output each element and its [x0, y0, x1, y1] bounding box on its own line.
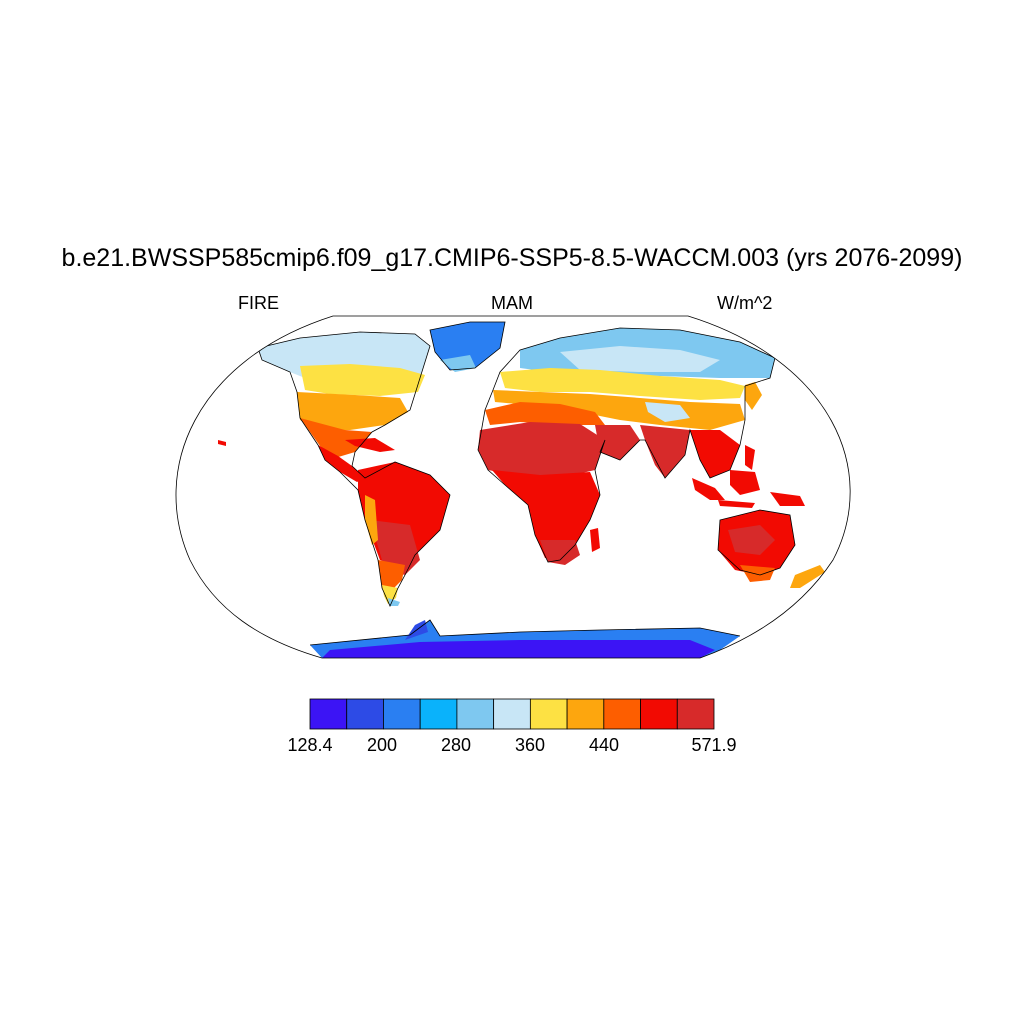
india: [640, 425, 690, 478]
colorbar: [309, 698, 715, 730]
japan: [745, 382, 762, 410]
new-guinea: [770, 492, 805, 506]
map-frame: [175, 315, 851, 659]
north-america-midlat: [297, 392, 408, 430]
map-title: b.e21.BWSSP585cmip6.f09_g17.CMIP6-SSP5-8…: [61, 244, 963, 272]
philippines: [745, 445, 755, 470]
south-america-south: [378, 560, 405, 590]
colorbar-label: 440: [588, 735, 620, 755]
siberia-light: [560, 346, 720, 372]
caribbean: [345, 438, 395, 452]
coastlines: [257, 321, 796, 646]
sub-saharan-africa: [492, 470, 600, 560]
colorbar-swatch: [346, 698, 384, 730]
europe-band: [500, 368, 745, 400]
colorbar-swatch: [419, 698, 458, 730]
colorbar-swatch: [566, 698, 605, 730]
arabia: [595, 425, 640, 460]
greenland-coast: [440, 355, 476, 372]
north-america-south: [300, 418, 372, 458]
colorbar-label: 571.9: [691, 735, 737, 755]
variable-label: FIRE: [238, 293, 280, 313]
hawaii: [218, 440, 226, 446]
patagonia: [382, 585, 398, 604]
north-africa-rim: [485, 402, 605, 425]
new-zealand: [790, 565, 825, 588]
colorbar-swatch: [640, 698, 678, 730]
colorbar-swatch: [456, 698, 495, 730]
australia-south: [740, 565, 775, 582]
central-america: [318, 445, 365, 482]
greenland-fill: [430, 322, 505, 370]
south-america-andes: [365, 495, 378, 545]
colorbar-swatch: [676, 698, 715, 730]
units-label: W/m^2: [717, 293, 773, 313]
sumatra: [692, 478, 725, 500]
java: [718, 500, 755, 508]
antarctica-interior: [322, 640, 715, 658]
southeast-asia: [690, 430, 740, 478]
colorbar-swatch: [383, 698, 421, 730]
colorbar-label: 128.4: [287, 735, 333, 755]
season-label: MAM: [491, 293, 533, 313]
colorbar-label: 280: [440, 735, 472, 755]
colorbar-swatch: [529, 698, 568, 730]
colorbar-swatch: [603, 698, 641, 730]
north-america-boreal: [300, 364, 425, 396]
colorbar-label: 360: [514, 735, 546, 755]
madagascar: [590, 528, 600, 552]
land-fill-layer: [218, 322, 825, 658]
sahara: [478, 422, 605, 478]
borneo: [730, 470, 760, 495]
southern-africa: [540, 540, 580, 565]
tibet-plateau: [645, 402, 690, 422]
australia-interior: [728, 525, 775, 555]
colorbar-swatch: [493, 698, 531, 730]
colorbar-swatch: [309, 698, 348, 730]
mediterranean-band: [493, 390, 745, 430]
colorbar-label: 200: [366, 735, 398, 755]
